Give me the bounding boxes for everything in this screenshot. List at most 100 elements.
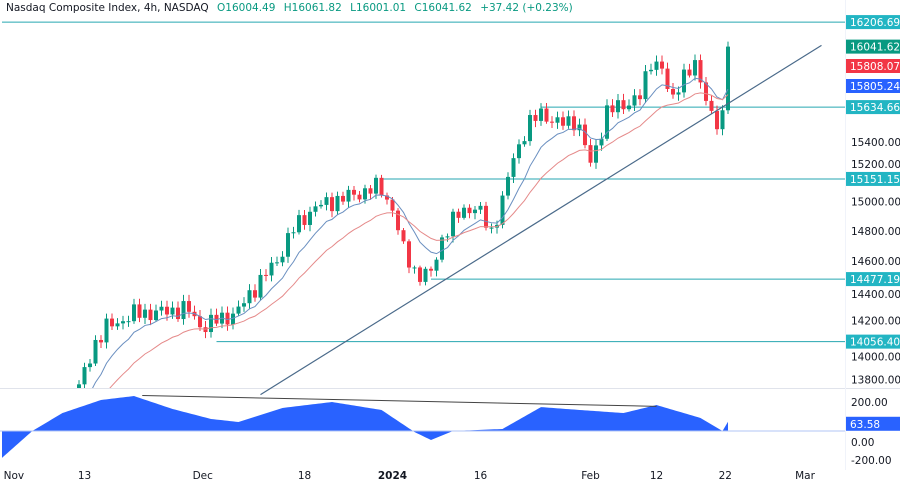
candle-body [489, 227, 494, 229]
candle-body [170, 307, 175, 315]
candle-body [231, 313, 235, 325]
candle-body [137, 304, 142, 318]
divergence-line [142, 394, 657, 407]
candle-body [561, 117, 565, 126]
candle-body [616, 100, 620, 113]
price-tick-label: 15400.00 [851, 137, 900, 149]
candle-body [577, 124, 582, 131]
candle-body [687, 69, 692, 76]
oscillator-value-tag: 63.58 [850, 419, 880, 431]
osc-tick-label: 0.00 [851, 437, 874, 449]
candle-body [665, 68, 670, 89]
last-price-tag-bg [846, 39, 900, 54]
candle-body [368, 188, 373, 194]
ema-fast-tag: 15805.24 [850, 81, 900, 93]
high-value: H16061.82 [283, 2, 342, 14]
candle-body [115, 323, 120, 327]
candle-body [319, 204, 323, 207]
candle-body [198, 316, 202, 328]
candle-body [390, 199, 395, 211]
candle-body [258, 274, 263, 298]
candle-body [456, 211, 461, 218]
level-price-tag-bg [846, 334, 900, 349]
candle-body [649, 69, 653, 72]
time-tick-label: Nov [4, 470, 25, 482]
candle-body [715, 110, 719, 130]
candle-body [693, 60, 697, 76]
candle-body [308, 211, 312, 225]
candle-body [363, 188, 367, 200]
osc-tick-label: 200.00 [851, 397, 888, 409]
level-price-tag: 15634.66 [850, 102, 900, 114]
candle-body [280, 256, 285, 263]
candle-body [429, 268, 433, 271]
level-price-tag: 15151.15 [850, 174, 900, 186]
price-tick-label: 14000.00 [851, 352, 900, 364]
level-price-tag-bg [846, 171, 900, 186]
time-tick-label: 18 [298, 470, 311, 482]
level-price-tag: 14477.19 [850, 274, 900, 286]
candle-body [473, 209, 477, 214]
candle-body [209, 314, 213, 333]
candle-body [671, 88, 675, 95]
candle-body [660, 61, 664, 69]
change-value: +37.42 (+0.23%) [480, 2, 573, 14]
candle-body [638, 95, 642, 100]
oscillator-area [2, 396, 728, 458]
candle-body [121, 321, 125, 324]
candle-body [517, 144, 521, 159]
candle-body [253, 290, 257, 298]
candle-body [478, 205, 483, 210]
candle-body [110, 318, 114, 327]
candle-body [126, 321, 131, 323]
time-tick-label: Dec [193, 470, 214, 482]
ema-slow-tag-bg [846, 59, 900, 73]
candle-body [297, 215, 301, 233]
candle-body [572, 116, 576, 131]
price-tick-label: 14400.00 [851, 289, 900, 301]
candle-body [588, 145, 593, 163]
candle-body [82, 367, 87, 385]
candle-body [451, 211, 455, 237]
candle-body [720, 110, 725, 130]
candle-body [621, 100, 626, 110]
candle-body [423, 268, 428, 282]
candle-body [528, 115, 532, 142]
candles [77, 41, 730, 388]
candle-body [302, 215, 307, 225]
candle-body [385, 195, 389, 200]
candle-body [654, 61, 659, 70]
candle-body [704, 82, 708, 101]
candle-body [286, 233, 290, 257]
candle-body [484, 205, 488, 228]
candle-body [148, 309, 153, 321]
candle-body [599, 138, 604, 146]
candle-body [187, 301, 191, 312]
price-tick-label: 14600.00 [851, 256, 900, 268]
time-tick-label: 12 [650, 470, 663, 482]
trendline [260, 44, 822, 396]
candle-body [407, 241, 411, 268]
candle-body [583, 124, 587, 146]
candle-body [610, 105, 615, 113]
candle-body [242, 303, 246, 307]
candle-body [143, 309, 147, 318]
ema-slow-tag: 15808.07 [850, 61, 900, 73]
ema-fast-line [92, 77, 729, 388]
level-price-tag: 14056.40 [850, 337, 900, 349]
time-tick-label: 13 [78, 470, 91, 482]
oscillator-value-tag-bg [846, 416, 900, 431]
price-tick-label: 15000.00 [851, 196, 900, 208]
time-tick-label: 22 [719, 470, 732, 482]
candle-body [132, 304, 136, 322]
candle-body [275, 262, 279, 264]
candle-body [511, 158, 516, 177]
candle-body [357, 194, 362, 200]
price-tick-label: 14800.00 [851, 226, 900, 238]
candle-body [176, 307, 180, 320]
ema-slow-line [109, 92, 729, 388]
price-tick-label: 13800.00 [851, 375, 900, 387]
level-price-tag-bg [846, 100, 900, 115]
candle-body [544, 108, 549, 122]
